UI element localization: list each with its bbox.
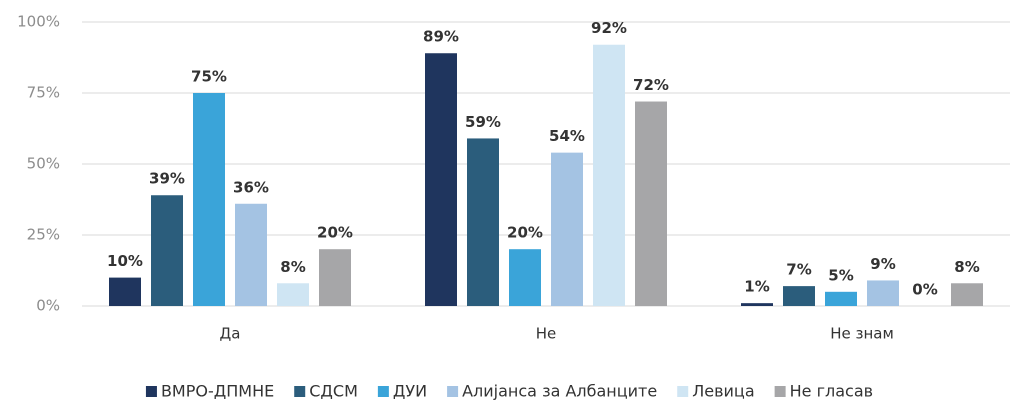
value-label: 72% xyxy=(633,76,669,94)
value-label: 20% xyxy=(507,224,543,242)
bar xyxy=(193,93,225,306)
bar xyxy=(235,203,267,306)
legend-label: ДУИ xyxy=(393,382,427,401)
x-tick-label: Не xyxy=(536,325,557,343)
bar xyxy=(509,249,541,306)
value-label: 92% xyxy=(591,19,627,37)
legend-label: Левица xyxy=(692,382,754,401)
bar xyxy=(151,195,183,306)
legend-label: ВМРО-ДПМНЕ xyxy=(161,382,274,401)
bar xyxy=(593,44,625,306)
value-label: 10% xyxy=(107,252,143,270)
value-label: 39% xyxy=(149,170,185,188)
value-label: 89% xyxy=(423,28,459,46)
value-label: 7% xyxy=(786,261,811,279)
legend-label: Не гласав xyxy=(790,382,873,401)
value-label: 59% xyxy=(465,113,501,131)
value-label: 8% xyxy=(280,258,305,276)
y-tick-label: 0% xyxy=(36,297,60,315)
bar xyxy=(867,280,899,306)
y-tick-label: 50% xyxy=(27,155,60,173)
x-tick-label: Да xyxy=(220,325,241,343)
bar xyxy=(635,101,667,307)
x-tick-label: Не знам xyxy=(830,325,894,343)
value-label: 0% xyxy=(912,281,937,299)
legend-marker xyxy=(774,386,786,397)
bar xyxy=(783,286,815,306)
value-label: 20% xyxy=(317,224,353,242)
legend-marker xyxy=(447,386,459,397)
value-label: 1% xyxy=(744,278,769,296)
bar xyxy=(277,283,309,306)
bar xyxy=(109,277,141,306)
value-label: 5% xyxy=(828,266,853,284)
y-tick-label: 100% xyxy=(17,13,60,31)
bar xyxy=(825,291,857,306)
value-label: 9% xyxy=(870,255,895,273)
legend-marker xyxy=(377,386,389,397)
y-tick-label: 75% xyxy=(27,84,60,102)
y-tick-label: 25% xyxy=(27,226,60,244)
bar xyxy=(467,138,499,306)
legend-marker xyxy=(145,386,157,397)
value-label: 75% xyxy=(191,68,227,86)
value-label: 54% xyxy=(549,127,585,145)
value-label: 8% xyxy=(954,258,979,276)
bar xyxy=(551,152,583,306)
bar xyxy=(951,283,983,306)
bar xyxy=(741,303,773,306)
legend-label: СДСМ xyxy=(309,382,358,401)
value-label: 36% xyxy=(233,178,269,196)
bar xyxy=(319,249,351,306)
legend-label: Алијанса за Албанците xyxy=(462,382,657,401)
bar xyxy=(425,53,457,306)
legend-marker xyxy=(294,386,306,397)
legend-marker xyxy=(677,386,689,397)
